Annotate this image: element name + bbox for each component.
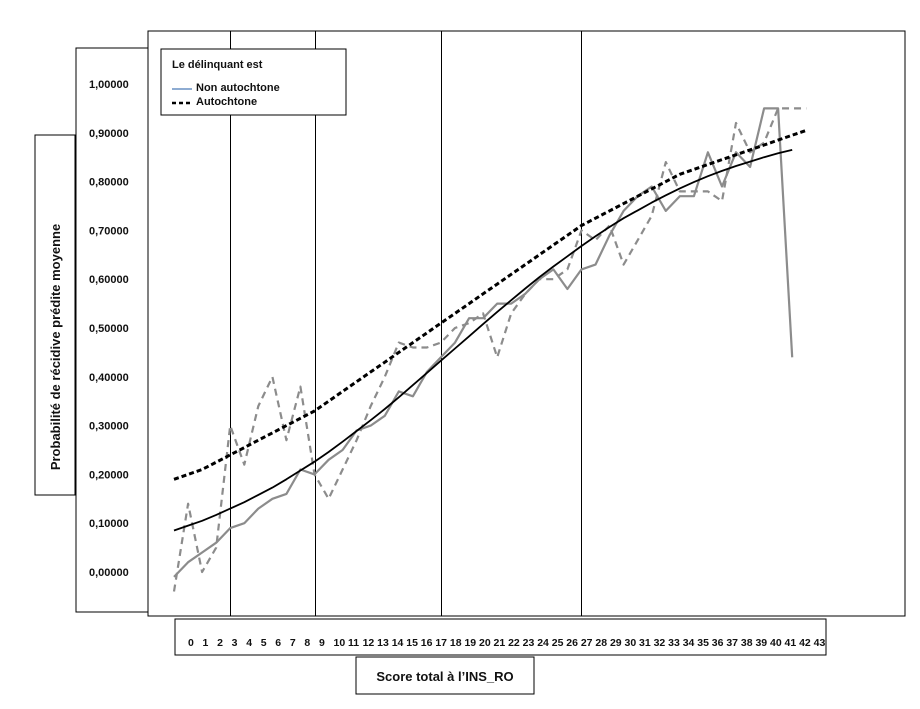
x-tick-label: 8	[304, 637, 310, 649]
x-tick-label: 2	[217, 637, 223, 649]
x-tick-label: 34	[683, 637, 695, 649]
x-tick-label: 39	[755, 637, 767, 649]
y-tick-label: 0,00000	[89, 567, 129, 579]
x-tick-label: 20	[479, 637, 491, 649]
x-tick-label: 11	[348, 637, 359, 649]
x-tick-label: 41	[785, 637, 797, 649]
legend-label-autochtone: Autochtone	[196, 96, 257, 108]
x-tick-label: 38	[741, 637, 753, 649]
x-tick-label: 5	[261, 637, 267, 649]
x-tick-label: 31	[639, 637, 651, 649]
x-tick-label: 9	[319, 637, 325, 649]
x-tick-labels: 0 1 2 3 4 5 6 7 8 9 10 11 12 13 14 15 16 17 18 19 20 21 22 23 24…	[188, 637, 825, 649]
y-tick-label: 0,80000	[89, 177, 129, 189]
x-tick-label: 40	[770, 637, 782, 649]
x-tick-label: 30	[625, 637, 637, 649]
x-tick-label: 26	[566, 637, 578, 649]
x-tick-label: 25	[552, 637, 564, 649]
x-tick-label: 23	[523, 637, 535, 649]
x-tick-label: 7	[290, 637, 296, 649]
x-axis-title-box	[355, 656, 535, 695]
legend: Le délinquant est Non autochtone Autocht…	[160, 48, 347, 116]
x-tick-label: 18	[450, 637, 462, 649]
x-tick-label: 21	[494, 637, 506, 649]
x-tick-label: 3	[232, 637, 238, 649]
x-tick-label: 22	[508, 637, 520, 649]
y-tick-labels: 0,00000 0,10000 0,20000 0,30000 0,40000 0,500…	[89, 79, 129, 579]
y-tick-label: 0,60000	[89, 274, 129, 286]
x-tick-label: 27	[581, 637, 593, 649]
x-tick-label: 29	[610, 637, 622, 649]
x-tick-label: 0	[188, 637, 194, 649]
y-axis-title: Probabilité de récidive prédite moyenne	[48, 224, 63, 470]
y-tick-label: 0,10000	[89, 518, 129, 530]
x-tick-label: 35	[697, 637, 709, 649]
y-tick-label: 0,20000	[89, 469, 129, 481]
y-tick-label: 0,70000	[89, 225, 129, 237]
x-tick-label: 12	[363, 637, 375, 649]
x-tick-label: 16	[421, 637, 433, 649]
x-tick-label: 19	[464, 637, 476, 649]
y-axis-title-box	[34, 134, 76, 496]
x-tick-label: 36	[712, 637, 724, 649]
x-tick-label: 10	[334, 637, 346, 649]
legend-box	[160, 48, 347, 116]
y-tick-label: 0,50000	[89, 323, 129, 335]
plot-area	[147, 30, 906, 617]
y-tick-label: 1,00000	[89, 79, 129, 91]
x-tick-label: 28	[595, 637, 607, 649]
fitted-autochtone-line	[173, 128, 807, 481]
x-tick-label: 4	[246, 637, 252, 649]
observed-non-autochtone-line	[173, 107, 794, 578]
x-tick-panel	[174, 618, 827, 656]
y-tick-panel	[75, 47, 149, 613]
x-tick-label: 24	[537, 637, 549, 649]
x-tick-label: 17	[435, 637, 447, 649]
x-tick-label: 13	[377, 637, 389, 649]
x-tick-label: 42	[799, 637, 811, 649]
legend-title: Le délinquant est	[172, 59, 263, 71]
y-tick-label: 0,30000	[89, 421, 129, 433]
x-tick-label: 43	[814, 637, 826, 649]
x-tick-label: 1	[203, 637, 209, 649]
legend-label-non-autochtone: Non autochtone	[196, 82, 280, 94]
y-tick-label: 0,40000	[89, 372, 129, 384]
x-tick-label: 37	[726, 637, 738, 649]
x-tick-label: 14	[392, 637, 404, 649]
x-tick-label: 15	[406, 637, 418, 649]
y-tick-label: 0,90000	[89, 128, 129, 140]
x-tick-label: 33	[668, 637, 680, 649]
fitted-non-autochtone-line	[173, 149, 793, 532]
x-tick-label: 32	[654, 637, 666, 649]
vertical-reference-lines	[230, 31, 582, 616]
x-axis-title: Score total à l’INS_RO	[376, 669, 513, 684]
series-lines	[172, 107, 807, 592]
x-tick-label: 6	[275, 637, 281, 649]
